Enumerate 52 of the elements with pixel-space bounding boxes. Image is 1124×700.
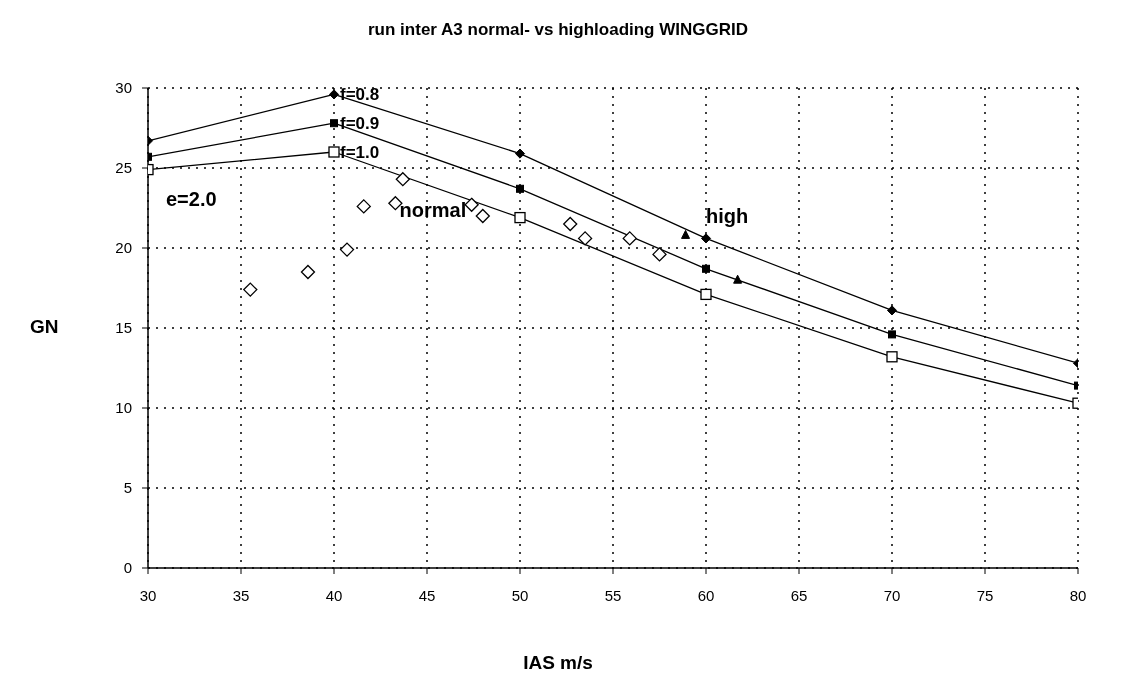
point <box>328 146 340 158</box>
annotation: e=2.0 <box>166 188 217 211</box>
chart-title: run inter A3 normal- vs highloading WINGGRID <box>367 20 749 40</box>
point <box>328 89 340 100</box>
point <box>888 330 896 339</box>
point <box>681 229 691 239</box>
point <box>652 247 667 262</box>
point <box>514 148 526 159</box>
series-label: f=0.8 <box>340 85 380 105</box>
point <box>339 242 355 257</box>
point <box>563 216 578 232</box>
point <box>395 172 410 187</box>
point <box>700 233 712 244</box>
point <box>514 211 526 224</box>
point <box>330 119 338 128</box>
y-tick-label: 5 <box>123 479 132 497</box>
series-label: f=1.0 <box>340 143 380 162</box>
y-tick-label: 10 <box>115 399 132 417</box>
series-label: f=0.9 <box>340 114 380 134</box>
point <box>886 305 898 316</box>
point <box>733 274 743 284</box>
point <box>700 288 712 301</box>
x-tick-label: 75 <box>976 586 994 604</box>
point <box>243 282 258 297</box>
x-tick-label: 45 <box>418 586 436 604</box>
series-label: normal <box>399 198 467 221</box>
x-tick-label: 60 <box>697 586 715 604</box>
x-tick-label: 30 <box>139 586 157 604</box>
y-tick-label: 0 <box>123 559 132 577</box>
x-tick-label: 35 <box>232 586 250 604</box>
point <box>577 231 593 246</box>
series-label: high <box>706 204 749 227</box>
y-tick-label: 20 <box>115 239 132 257</box>
x-tick-label: 80 <box>1069 586 1087 604</box>
x-tick-label: 65 <box>790 586 808 604</box>
x-tick-label: 55 <box>604 586 622 604</box>
y-tick-label: 25 <box>115 159 132 177</box>
point <box>464 197 479 212</box>
point <box>516 184 524 193</box>
point <box>300 264 316 280</box>
y-tick-label: 30 <box>115 79 132 97</box>
x-tick-label: 50 <box>511 586 529 604</box>
point <box>622 231 637 246</box>
x-tick-label: 40 <box>325 586 343 604</box>
point <box>702 264 710 273</box>
point <box>356 199 371 214</box>
y-axis-title: GN <box>30 316 59 338</box>
x-tick-label: 70 <box>883 586 901 604</box>
x-axis-title: IAS m/s <box>522 652 594 674</box>
y-tick-label: 15 <box>115 319 132 337</box>
point <box>475 208 490 224</box>
point <box>886 351 898 363</box>
